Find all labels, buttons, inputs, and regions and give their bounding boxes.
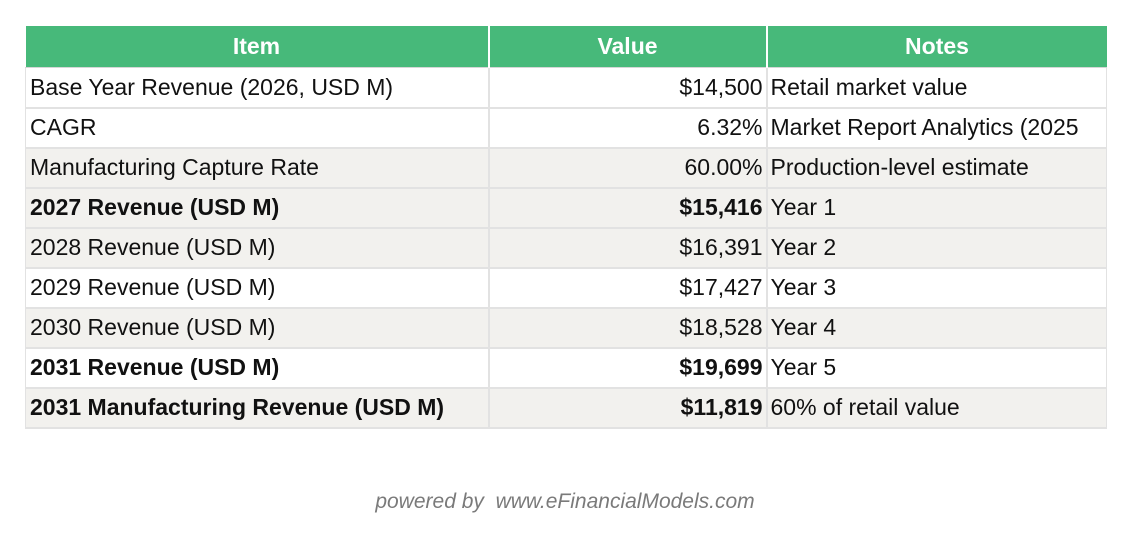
row-item-cell: 2031 Revenue (USD M) (25, 347, 490, 389)
table-body: Base Year Revenue (2026, USD M) $14,500 Re… (25, 67, 1107, 429)
row-value-cell: $14,500 (488, 67, 768, 109)
table-row: Base Year Revenue (2026, USD M) $14,500 Re… (25, 67, 1107, 109)
row-notes-cell: Production-level estimate (766, 147, 1107, 189)
column-header-notes: Notes (766, 26, 1107, 68)
row-notes-cell: Year 5 (766, 347, 1107, 389)
row-value-cell: $19,699 (488, 347, 768, 389)
row-notes-cell: Market Report Analytics (2025 (766, 107, 1107, 149)
row-value-cell: $11,819 (488, 387, 768, 429)
row-notes-cell: Year 1 (766, 187, 1107, 229)
row-item-cell: Manufacturing Capture Rate (25, 147, 490, 189)
row-item-cell: CAGR (25, 107, 490, 149)
row-value-cell: $17,427 (488, 267, 768, 309)
row-item-cell: 2029 Revenue (USD M) (25, 267, 490, 309)
row-notes-cell: Year 4 (766, 307, 1107, 349)
powered-by-footer: powered by www.eFinancialModels.com (375, 490, 755, 513)
table-row: 2027 Revenue (USD M) $15,416 Year 1 (25, 187, 1107, 229)
table-row: CAGR 6.32% Market Report Analytics (2025 (25, 107, 1107, 149)
table-header-row: Item Value Notes (25, 26, 1107, 68)
row-item-cell: 2030 Revenue (USD M) (25, 307, 490, 349)
table-row: 2028 Revenue (USD M) $16,391 Year 2 (25, 227, 1107, 269)
row-item-cell: Base Year Revenue (2026, USD M) (25, 67, 490, 109)
row-value-cell: $18,528 (488, 307, 768, 349)
row-notes-cell: 60% of retail value (766, 387, 1107, 429)
revenue-projection-table-container: Item Value Notes Base Year Revenue (2026… (25, 26, 1107, 429)
row-item-cell: 2027 Revenue (USD M) (25, 187, 490, 229)
table-row: 2031 Revenue (USD M) $19,699 Year 5 (25, 347, 1107, 389)
row-notes-cell: Retail market value (766, 67, 1107, 109)
column-header-value: Value (488, 26, 768, 68)
row-value-cell: 60.00% (488, 147, 768, 189)
table-row: 2030 Revenue (USD M) $18,528 Year 4 (25, 307, 1107, 349)
row-value-cell: $15,416 (488, 187, 768, 229)
column-header-item: Item (25, 26, 490, 68)
table-row: Manufacturing Capture Rate 60.00% Producti… (25, 147, 1107, 189)
row-notes-cell: Year 2 (766, 227, 1107, 269)
table-row: 2029 Revenue (USD M) $17,427 Year 3 (25, 267, 1107, 309)
row-value-cell: 6.32% (488, 107, 768, 149)
row-value-cell: $16,391 (488, 227, 768, 269)
table-row: 2031 Manufacturing Revenue (USD M) $11,81… (25, 387, 1107, 429)
row-item-cell: 2028 Revenue (USD M) (25, 227, 490, 269)
revenue-projection-table: Item Value Notes Base Year Revenue (2026… (25, 26, 1107, 429)
row-notes-cell: Year 3 (766, 267, 1107, 309)
row-item-cell: 2031 Manufacturing Revenue (USD M) (25, 387, 490, 429)
